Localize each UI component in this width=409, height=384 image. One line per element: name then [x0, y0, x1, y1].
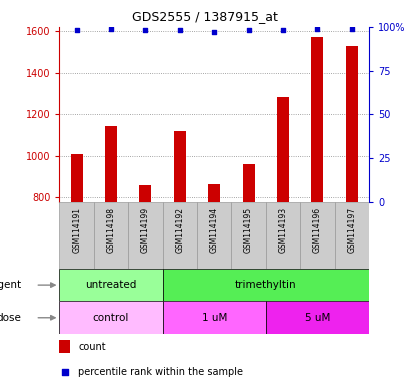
- Bar: [197, 202, 231, 269]
- Bar: [70, 154, 83, 202]
- Point: [210, 29, 217, 35]
- Bar: [208, 184, 220, 202]
- Bar: [59, 202, 94, 269]
- Text: 1 uM: 1 uM: [201, 313, 226, 323]
- Point: [176, 27, 183, 33]
- Bar: [334, 202, 368, 269]
- Text: GSM114197: GSM114197: [346, 207, 355, 253]
- Text: GDS2555 / 1387915_at: GDS2555 / 1387915_at: [132, 10, 277, 23]
- Bar: [105, 126, 117, 202]
- Bar: [162, 301, 265, 334]
- Bar: [59, 340, 70, 353]
- Bar: [310, 37, 323, 202]
- Bar: [94, 202, 128, 269]
- Text: untreated: untreated: [85, 280, 136, 290]
- Bar: [59, 301, 162, 334]
- Bar: [276, 97, 288, 202]
- Bar: [231, 202, 265, 269]
- Point: [348, 26, 354, 32]
- Bar: [265, 301, 368, 334]
- Text: GSM114191: GSM114191: [72, 207, 81, 253]
- Point: [279, 27, 285, 33]
- Text: GSM114199: GSM114199: [141, 207, 150, 253]
- Text: count: count: [78, 341, 106, 352]
- Text: GSM114195: GSM114195: [243, 207, 252, 253]
- Point: [313, 26, 320, 32]
- Point: [62, 369, 68, 375]
- Text: percentile rank within the sample: percentile rank within the sample: [78, 366, 243, 377]
- Text: GSM114192: GSM114192: [175, 207, 184, 253]
- Text: control: control: [92, 313, 129, 323]
- Text: GSM114198: GSM114198: [106, 207, 115, 253]
- Bar: [59, 269, 162, 301]
- Bar: [162, 269, 368, 301]
- Text: 5 uM: 5 uM: [304, 313, 329, 323]
- Point: [73, 27, 80, 33]
- Bar: [139, 185, 151, 202]
- Bar: [128, 202, 162, 269]
- Bar: [265, 202, 299, 269]
- Bar: [242, 164, 254, 202]
- Point: [108, 26, 114, 32]
- Bar: [162, 202, 197, 269]
- Bar: [345, 46, 357, 202]
- Text: GSM114193: GSM114193: [278, 207, 287, 253]
- Text: GSM114194: GSM114194: [209, 207, 218, 253]
- Point: [245, 27, 251, 33]
- Text: GSM114196: GSM114196: [312, 207, 321, 253]
- Bar: [173, 131, 185, 202]
- Text: dose: dose: [0, 313, 22, 323]
- Text: agent: agent: [0, 280, 22, 290]
- Text: trimethyltin: trimethyltin: [234, 280, 296, 290]
- Bar: [299, 202, 334, 269]
- Point: [142, 27, 148, 33]
